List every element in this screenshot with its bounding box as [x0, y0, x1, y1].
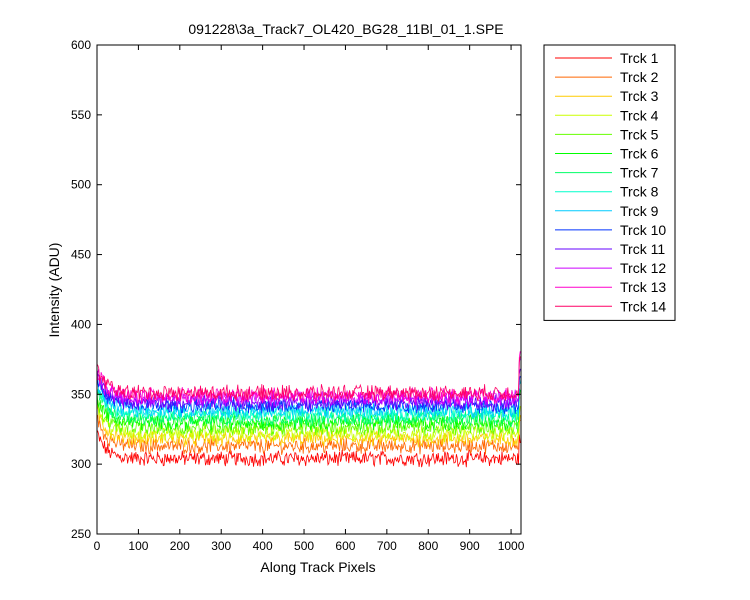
y-tick-label: 250 — [71, 527, 91, 541]
y-tick-label: 400 — [71, 317, 91, 331]
x-tick-label: 700 — [377, 539, 397, 553]
series-line-trck-4 — [97, 400, 521, 443]
y-tick-label: 350 — [71, 387, 91, 401]
series-line-trck-1 — [97, 430, 521, 468]
y-tick-label: 500 — [71, 178, 91, 192]
x-tick-label: 300 — [211, 539, 231, 553]
series-line-trck-13 — [97, 351, 521, 405]
series-line-trck-2 — [97, 414, 521, 455]
plot-area — [97, 351, 521, 468]
legend-label: Trck 1 — [620, 50, 659, 66]
series-line-trck-6 — [97, 389, 521, 431]
x-tick-label: 400 — [253, 539, 273, 553]
legend-label: Trck 4 — [620, 107, 659, 123]
x-axis-label: Along Track Pixels — [260, 559, 375, 575]
y-tick-label: 600 — [71, 38, 91, 52]
legend-label: Trck 10 — [620, 222, 666, 238]
legend-label: Trck 6 — [620, 146, 659, 162]
series-line-trck-8 — [97, 382, 521, 423]
chart-title: 091228\3a_Track7_OL420_BG28_11Bl_01_1.SP… — [188, 21, 503, 37]
legend-label: Trck 2 — [620, 69, 659, 85]
y-tick-label: 300 — [71, 457, 91, 471]
axes: 0 100 200 300 400 500 600 700 800 900 1000 250 300 35… — [71, 38, 525, 553]
legend-label: Trck 8 — [620, 184, 659, 200]
x-tick-label: 800 — [418, 539, 438, 553]
y-axis-label: Intensity (ADU) — [46, 243, 62, 338]
legend-box — [543, 44, 676, 321]
x-tick-label: 1000 — [498, 539, 525, 553]
legend-label: Trck 3 — [620, 88, 659, 104]
x-tick-label: 0 — [94, 539, 101, 553]
legend-label: Trck 12 — [620, 260, 666, 276]
legend-label: Trck 11 — [620, 241, 665, 257]
y-tick-label: 550 — [71, 108, 91, 122]
legend-label: Trck 9 — [620, 203, 659, 219]
x-tick-label: 200 — [170, 539, 190, 553]
legend-label: Trck 5 — [620, 126, 659, 142]
x-tick-label: 100 — [128, 539, 148, 553]
x-tick-label: 500 — [294, 539, 314, 553]
legend: Trck 1 Trck 2 Trck 3 Trck 4 Trck 5 Trck 6 Trck… — [543, 44, 676, 321]
x-tick-label: 600 — [335, 539, 355, 553]
legend-label: Trck 14 — [620, 298, 666, 314]
y-tick-label: 450 — [71, 248, 91, 262]
legend-label: Trck 13 — [620, 279, 666, 295]
series-line-trck-11 — [97, 368, 521, 413]
series-line-trck-14 — [97, 356, 521, 403]
axes-box — [96, 44, 522, 535]
x-tick-label: 900 — [460, 539, 480, 553]
legend-label: Trck 7 — [620, 165, 659, 181]
